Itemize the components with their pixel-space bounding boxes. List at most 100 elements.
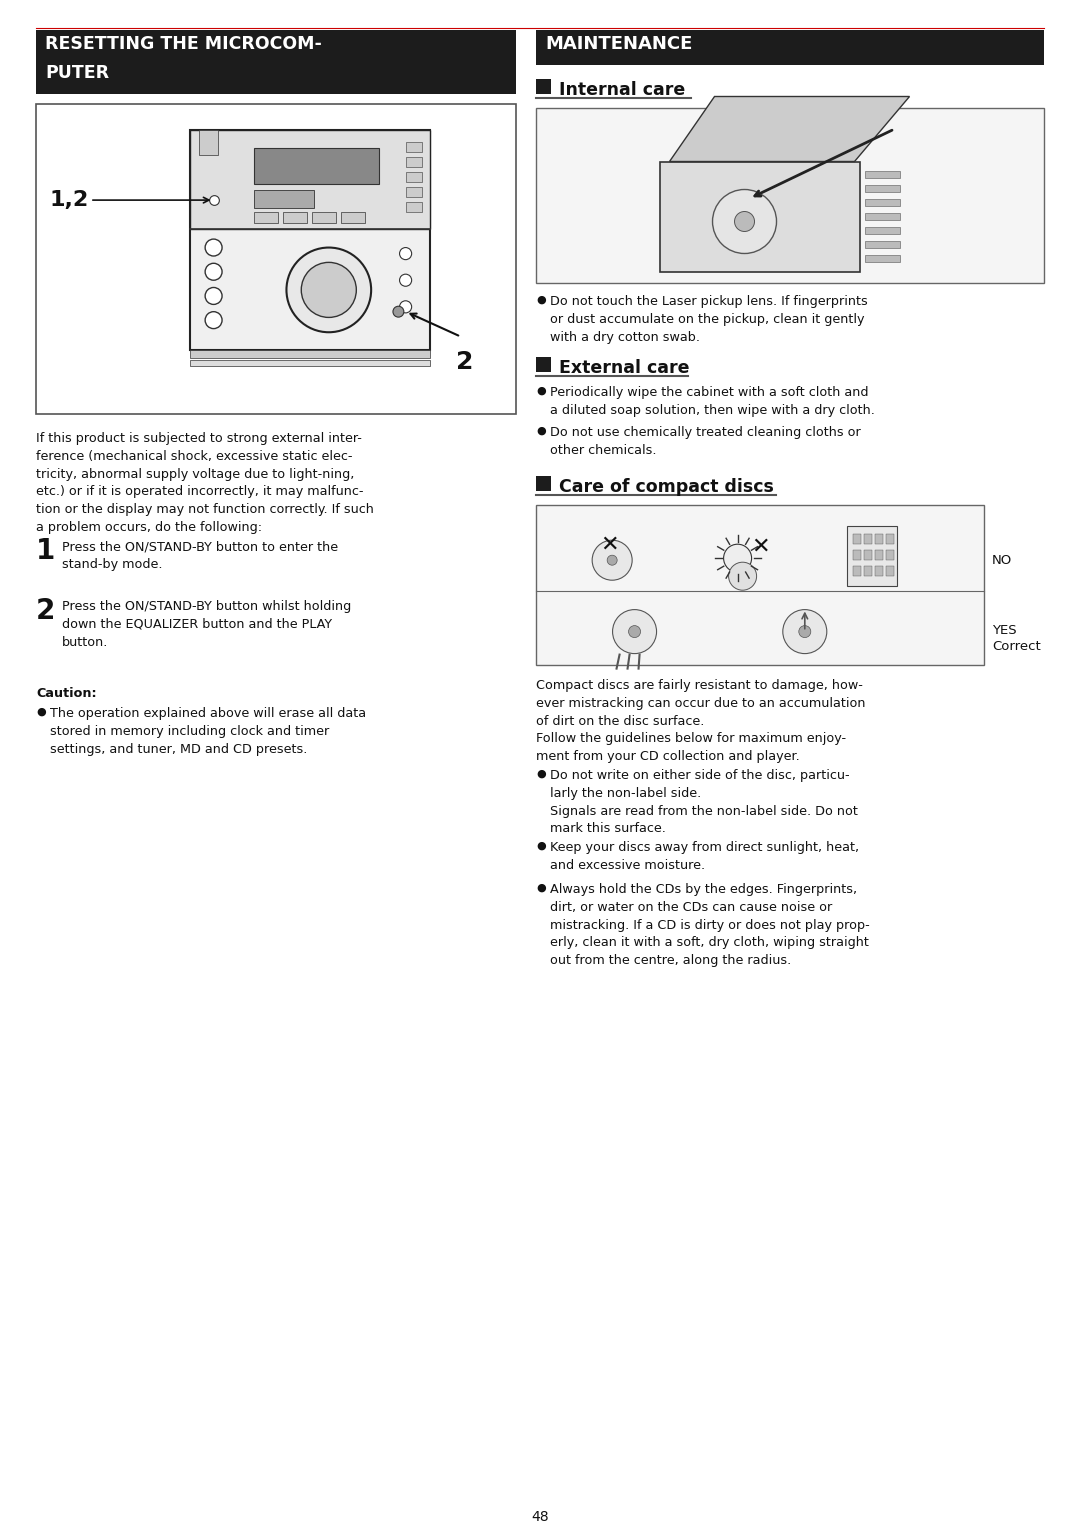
Bar xyxy=(255,149,379,184)
Bar xyxy=(886,535,894,544)
Bar xyxy=(406,142,422,152)
Circle shape xyxy=(729,562,757,590)
Bar xyxy=(847,525,897,587)
Text: The operation explained above will erase all data
stored in memory including clo: The operation explained above will erase… xyxy=(50,706,366,755)
Bar xyxy=(886,567,894,576)
Text: Caution:: Caution: xyxy=(36,686,96,700)
Circle shape xyxy=(724,544,752,571)
Text: Compact discs are fairly resistant to damage, how-
ever mistracking can occur du: Compact discs are fairly resistant to da… xyxy=(536,679,865,763)
Bar xyxy=(406,172,422,182)
Circle shape xyxy=(799,625,811,637)
Text: Do not touch the Laser pickup lens. If fingerprints
or dust accumulate on the pi: Do not touch the Laser pickup lens. If f… xyxy=(550,296,867,343)
Circle shape xyxy=(205,288,222,305)
Text: ●: ● xyxy=(536,882,545,893)
Bar xyxy=(853,567,861,576)
Bar xyxy=(864,170,900,178)
Bar xyxy=(536,80,551,93)
Bar xyxy=(406,187,422,196)
Circle shape xyxy=(607,555,617,565)
Circle shape xyxy=(205,239,222,256)
Text: PUTER: PUTER xyxy=(45,64,109,83)
Bar xyxy=(536,31,1044,64)
Circle shape xyxy=(629,625,640,637)
Text: ●: ● xyxy=(536,426,545,437)
Bar xyxy=(312,211,336,224)
Bar xyxy=(36,31,516,93)
Text: Do not write on either side of the disc, particu-
larly the non-label side.
Sign: Do not write on either side of the disc,… xyxy=(550,769,858,835)
Text: YES
Correct: YES Correct xyxy=(993,624,1041,653)
Bar xyxy=(864,241,900,248)
Text: ●: ● xyxy=(536,841,545,850)
Circle shape xyxy=(205,311,222,329)
Text: ✕: ✕ xyxy=(752,536,770,556)
Bar xyxy=(36,104,516,414)
Bar xyxy=(660,161,860,271)
Text: Press the ON/STAND-BY button whilst holding
down the EQUALIZER button and the PL: Press the ON/STAND-BY button whilst hold… xyxy=(62,601,351,648)
Bar xyxy=(864,254,900,262)
Text: ●: ● xyxy=(536,296,545,305)
Text: Care of compact discs: Care of compact discs xyxy=(559,478,774,496)
Bar xyxy=(536,107,1044,283)
Bar xyxy=(886,550,894,561)
Text: NO: NO xyxy=(993,553,1012,567)
Bar xyxy=(875,567,883,576)
Bar xyxy=(853,550,861,561)
Circle shape xyxy=(592,541,632,581)
Text: MAINTENANCE: MAINTENANCE xyxy=(545,35,692,54)
Circle shape xyxy=(612,610,657,654)
Text: Internal care: Internal care xyxy=(559,81,685,100)
Circle shape xyxy=(301,262,356,317)
Bar xyxy=(406,202,422,211)
Circle shape xyxy=(205,264,222,280)
Text: 48: 48 xyxy=(531,1511,549,1524)
Bar xyxy=(536,476,551,490)
Bar xyxy=(864,213,900,219)
Circle shape xyxy=(400,274,411,286)
Bar xyxy=(406,158,422,167)
Circle shape xyxy=(286,248,372,332)
Bar xyxy=(283,211,307,224)
Text: Keep your discs away from direct sunlight, heat,
and excessive moisture.: Keep your discs away from direct sunligh… xyxy=(550,841,859,872)
Text: ✕: ✕ xyxy=(600,535,619,555)
Circle shape xyxy=(400,248,411,259)
Bar xyxy=(875,550,883,561)
Bar xyxy=(864,535,872,544)
Text: Always hold the CDs by the edges. Fingerprints,
dirt, or water on the CDs can ca: Always hold the CDs by the edges. Finger… xyxy=(550,882,869,967)
Text: Periodically wipe the cabinet with a soft cloth and
a diluted soap solution, the: Periodically wipe the cabinet with a sof… xyxy=(550,386,875,417)
Bar xyxy=(190,351,430,358)
Circle shape xyxy=(783,610,827,654)
Bar xyxy=(255,190,314,208)
Text: 1,2: 1,2 xyxy=(50,190,90,210)
Bar xyxy=(864,227,900,233)
Bar xyxy=(864,567,872,576)
Bar xyxy=(864,184,900,192)
Text: 2: 2 xyxy=(456,349,473,374)
Bar xyxy=(341,211,365,224)
Bar xyxy=(255,211,279,224)
Text: RESETTING THE MICROCOM-: RESETTING THE MICROCOM- xyxy=(45,35,322,54)
Bar xyxy=(864,550,872,561)
Text: ●: ● xyxy=(536,386,545,395)
Bar xyxy=(536,506,984,665)
Circle shape xyxy=(400,300,411,313)
Bar xyxy=(190,360,430,366)
Text: ●: ● xyxy=(36,706,45,717)
Circle shape xyxy=(734,211,755,231)
Bar xyxy=(190,130,430,230)
Text: Press the ON/STAND-BY button to enter the
stand-by mode.: Press the ON/STAND-BY button to enter th… xyxy=(62,539,338,571)
Bar xyxy=(864,199,900,205)
Bar xyxy=(875,535,883,544)
Bar xyxy=(190,130,430,351)
Polygon shape xyxy=(670,97,909,161)
Circle shape xyxy=(393,306,404,317)
Text: External care: External care xyxy=(559,358,689,377)
Text: Do not use chemically treated cleaning cloths or
other chemicals.: Do not use chemically treated cleaning c… xyxy=(550,426,861,457)
Bar xyxy=(853,535,861,544)
Bar xyxy=(536,357,551,372)
Text: 2: 2 xyxy=(36,597,55,625)
Bar xyxy=(199,130,218,155)
Text: ●: ● xyxy=(536,769,545,778)
Text: If this product is subjected to strong external inter-
ference (mechanical shock: If this product is subjected to strong e… xyxy=(36,432,374,535)
Circle shape xyxy=(713,190,777,253)
Text: 1: 1 xyxy=(36,538,55,565)
